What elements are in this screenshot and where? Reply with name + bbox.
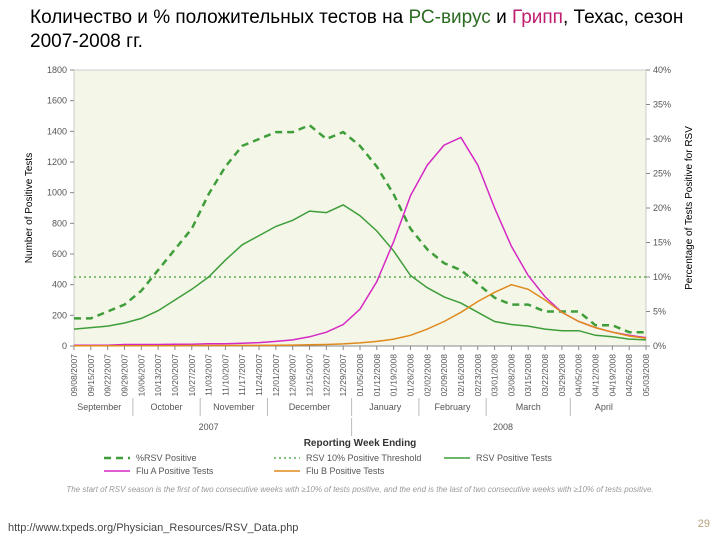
svg-text:03/01/2008: 03/01/2008 [490, 354, 500, 397]
svg-text:25%: 25% [653, 169, 671, 179]
svg-text:02/23/2008: 02/23/2008 [473, 354, 483, 397]
svg-text:12/15/2007: 12/15/2007 [305, 354, 315, 397]
svg-text:January: January [369, 402, 402, 412]
svg-text:1200: 1200 [47, 157, 67, 167]
svg-text:Number of Positive Tests: Number of Positive Tests [24, 153, 35, 263]
svg-text:September: September [77, 402, 121, 412]
slide-number: 29 [698, 518, 710, 530]
svg-text:1800: 1800 [47, 65, 67, 75]
chart-svg: 0 200 400 600 800 1000 1200 1400 1600 1800 0% 5% 10%… [18, 64, 702, 498]
svg-text:April: April [595, 402, 613, 412]
svg-text:12/08/2007: 12/08/2007 [288, 354, 298, 397]
svg-text:5%: 5% [653, 307, 666, 317]
svg-text:05/03/2008: 05/03/2008 [641, 354, 651, 397]
title-flu: Грипп [512, 7, 563, 28]
svg-text:15%: 15% [653, 238, 671, 248]
svg-text:March: March [516, 402, 541, 412]
svg-text:400: 400 [52, 280, 67, 290]
svg-text:02/09/2008: 02/09/2008 [439, 354, 449, 397]
title-and: и [491, 7, 512, 28]
svg-text:01/05/2008: 01/05/2008 [355, 354, 365, 397]
svg-text:1400: 1400 [47, 126, 67, 136]
svg-text:12/29/2007: 12/29/2007 [338, 354, 348, 397]
svg-text:RSV Positive Tests: RSV Positive Tests [476, 453, 552, 463]
svg-text:03/08/2008: 03/08/2008 [506, 354, 516, 397]
svg-text:0: 0 [62, 341, 67, 351]
svg-text:10/27/2007: 10/27/2007 [187, 354, 197, 397]
svg-text:01/12/2008: 01/12/2008 [372, 354, 382, 397]
svg-text:10%: 10% [653, 272, 671, 282]
svg-text:11/24/2007: 11/24/2007 [254, 354, 264, 396]
title-rsv: РС-вирус [408, 7, 490, 28]
svg-text:December: December [289, 402, 331, 412]
svg-text:RSV 10% Positive Threshold: RSV 10% Positive Threshold [306, 453, 421, 463]
svg-text:35%: 35% [653, 100, 671, 110]
svg-text:03/15/2008: 03/15/2008 [523, 354, 533, 397]
slide: Количество и % положительных тестов на Р… [0, 0, 720, 540]
chart: 0 200 400 600 800 1000 1200 1400 1600 1800 0% 5% 10%… [18, 64, 702, 498]
slide-title: Количество и % положительных тестов на Р… [30, 6, 690, 54]
svg-text:The start of RSV season is the: The start of RSV season is the first of … [66, 485, 653, 494]
svg-text:Flu B Positive Tests: Flu B Positive Tests [306, 466, 385, 476]
svg-text:04/05/2008: 04/05/2008 [574, 354, 584, 397]
svg-text:October: October [151, 402, 183, 412]
svg-text:10/13/2007: 10/13/2007 [153, 354, 163, 397]
source-url: http://www.txpeds.org/Physician_Resource… [8, 522, 298, 534]
svg-text:%RSV Positive: %RSV Positive [136, 453, 197, 463]
svg-text:01/26/2008: 01/26/2008 [405, 354, 415, 397]
svg-text:10/06/2007: 10/06/2007 [136, 354, 146, 397]
svg-text:11/10/2007: 11/10/2007 [220, 354, 230, 396]
svg-text:2007: 2007 [199, 422, 219, 432]
svg-text:09/29/2007: 09/29/2007 [119, 354, 129, 397]
svg-text:11/17/2007: 11/17/2007 [237, 354, 247, 396]
svg-text:03/29/2008: 03/29/2008 [557, 354, 567, 397]
svg-text:0%: 0% [653, 341, 666, 351]
title-prefix: Количество и % положительных тестов на [30, 7, 408, 28]
svg-text:09/15/2007: 09/15/2007 [86, 354, 96, 397]
svg-text:November: November [213, 402, 255, 412]
svg-text:800: 800 [52, 218, 67, 228]
svg-text:20%: 20% [653, 203, 671, 213]
svg-text:10/20/2007: 10/20/2007 [170, 354, 180, 397]
svg-text:2008: 2008 [493, 422, 513, 432]
svg-text:Flu A Positive Tests: Flu A Positive Tests [136, 466, 214, 476]
svg-text:1000: 1000 [47, 188, 67, 198]
svg-text:04/26/2008: 04/26/2008 [624, 354, 634, 397]
svg-text:Percentage of Tests Positive f: Percentage of Tests Positive for RSV [684, 126, 695, 290]
svg-text:04/12/2008: 04/12/2008 [591, 354, 601, 397]
svg-text:1600: 1600 [47, 96, 67, 106]
svg-text:30%: 30% [653, 134, 671, 144]
svg-text:11/03/2007: 11/03/2007 [204, 354, 214, 396]
svg-text:40%: 40% [653, 65, 671, 75]
svg-text:February: February [435, 402, 472, 412]
svg-text:09/08/2007: 09/08/2007 [69, 354, 79, 397]
svg-text:02/16/2008: 02/16/2008 [456, 354, 466, 397]
svg-text:02/02/2008: 02/02/2008 [422, 354, 432, 397]
svg-text:12/22/2007: 12/22/2007 [321, 354, 331, 397]
svg-text:600: 600 [52, 249, 67, 259]
svg-text:09/22/2007: 09/22/2007 [103, 354, 113, 397]
svg-text:03/22/2008: 03/22/2008 [540, 354, 550, 397]
svg-text:01/19/2008: 01/19/2008 [389, 354, 399, 397]
svg-text:12/01/2007: 12/01/2007 [271, 354, 281, 397]
svg-text:Reporting Week Ending: Reporting Week Ending [304, 438, 417, 449]
svg-text:200: 200 [52, 310, 67, 320]
svg-text:04/19/2008: 04/19/2008 [607, 354, 617, 397]
